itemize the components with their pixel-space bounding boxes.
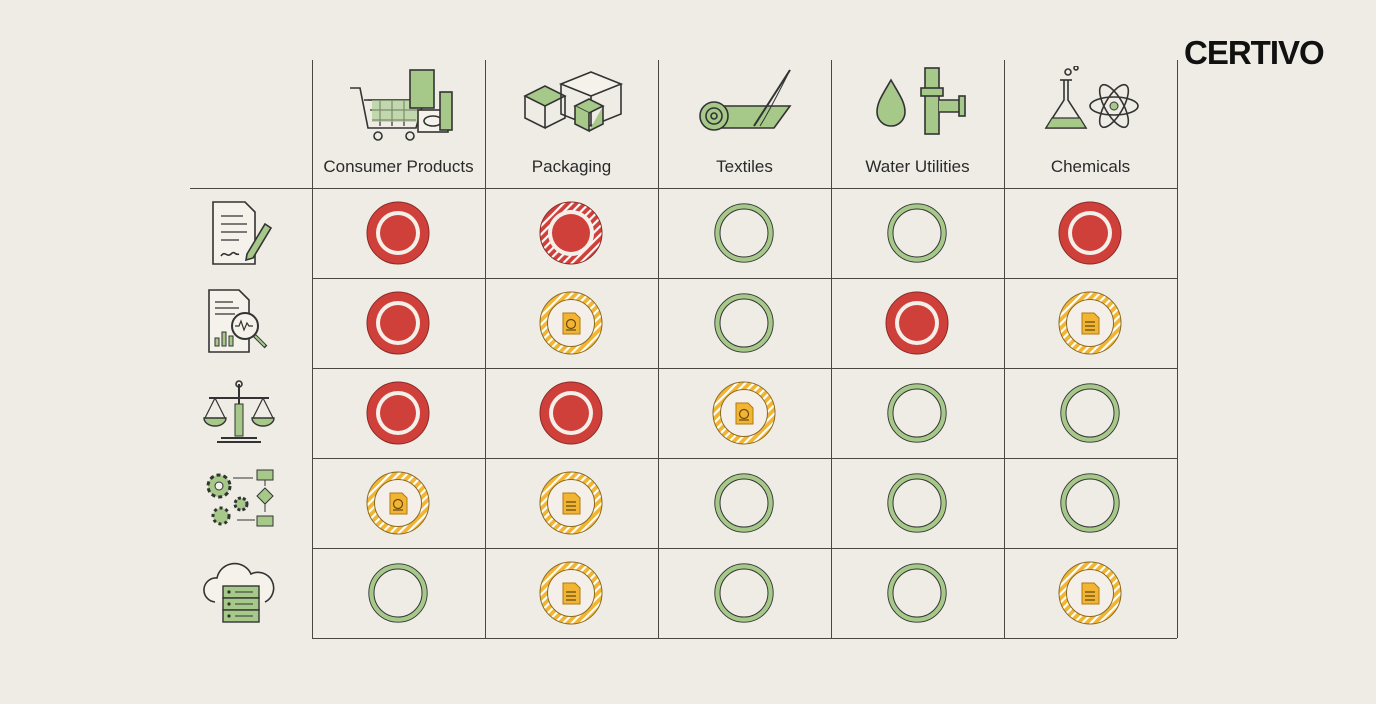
column-label: Consumer Products (323, 157, 474, 176)
shopping-cart-icon (350, 69, 453, 141)
matrix-cell (485, 458, 658, 548)
boxes-icon (523, 71, 624, 133)
status-orange-seal-icon (539, 291, 603, 355)
grid-row-divider (312, 368, 1177, 369)
status-green-icon (1060, 383, 1120, 443)
flask-atom-icon (1044, 66, 1139, 129)
row-header (190, 458, 312, 548)
gears-workflow-icon (206, 469, 274, 527)
column-label: Textiles (716, 157, 773, 176)
matrix-cell (485, 188, 658, 278)
grid-row-divider (312, 548, 1177, 549)
status-orange-doc-icon (539, 471, 603, 535)
column-header: Chemicals (1004, 60, 1177, 188)
status-green-icon (887, 203, 947, 263)
status-orange-doc-icon (1058, 561, 1122, 625)
cloud-server-icon (203, 562, 275, 623)
certivo-logo: CERTIVO (1184, 34, 1325, 71)
matrix-cell (658, 188, 831, 278)
matrix-cell (312, 368, 485, 458)
fabric-roll-needle-icon (699, 69, 792, 131)
matrix-cell (485, 368, 658, 458)
column-label: Packaging (531, 157, 612, 176)
row-header (190, 278, 312, 368)
grid-row-divider (312, 458, 1177, 459)
column-header: Water Utilities (831, 60, 1004, 188)
matrix-cell (658, 368, 831, 458)
matrix-cell (312, 458, 485, 548)
status-green-icon (714, 203, 774, 263)
matrix-cell (1004, 548, 1177, 638)
grid-column-divider (658, 60, 659, 638)
grid-column-divider (1177, 60, 1178, 638)
column-header: Textiles (658, 60, 831, 188)
matrix-cell (658, 458, 831, 548)
matrix-cell (485, 548, 658, 638)
scales-icon (203, 380, 275, 443)
status-green-icon (368, 563, 428, 623)
status-red-icon (539, 381, 603, 445)
column-header: Packaging (485, 60, 658, 188)
status-green-icon (714, 473, 774, 533)
status-green-icon (887, 563, 947, 623)
status-red-icon (1058, 201, 1122, 265)
status-green-icon (887, 473, 947, 533)
status-green-icon (714, 293, 774, 353)
matrix-cell (312, 548, 485, 638)
column-label: Chemicals (1050, 157, 1131, 176)
matrix-cell (831, 368, 1004, 458)
status-green-icon (887, 383, 947, 443)
status-red-icon (885, 291, 949, 355)
status-red-icon (366, 201, 430, 265)
matrix-cell (658, 548, 831, 638)
status-red-icon (366, 381, 430, 445)
matrix-cell (485, 278, 658, 368)
column-header: Consumer Products (312, 60, 485, 188)
matrix-cell (831, 188, 1004, 278)
report-analysis-icon (208, 289, 268, 353)
row-header (190, 548, 312, 638)
status-red-icon (366, 291, 430, 355)
column-label: Water Utilities (865, 157, 970, 176)
matrix-cell (831, 278, 1004, 368)
row-header (190, 188, 312, 278)
matrix-cell (658, 278, 831, 368)
grid-row-divider (312, 638, 1177, 639)
grid-column-divider (831, 60, 832, 638)
status-orange-doc-icon (1058, 291, 1122, 355)
matrix-cell (1004, 278, 1177, 368)
matrix-cell (831, 548, 1004, 638)
status-orange-seal-icon (366, 471, 430, 535)
water-drop-pipe-icon (876, 67, 966, 135)
matrix-cell (312, 188, 485, 278)
grid-row-divider (312, 278, 1177, 279)
matrix-cell (1004, 188, 1177, 278)
status-orange-seal-icon (712, 381, 776, 445)
grid-row-divider (190, 188, 1177, 189)
grid-column-divider (485, 60, 486, 638)
matrix-cell (831, 458, 1004, 548)
status-green-icon (714, 563, 774, 623)
matrix-cell (1004, 368, 1177, 458)
status-red-striped-icon (539, 201, 603, 265)
matrix-cell (1004, 458, 1177, 548)
row-header (190, 368, 312, 458)
grid-column-divider (312, 60, 313, 638)
matrix-cell (312, 278, 485, 368)
grid-column-divider (1004, 60, 1005, 638)
status-green-icon (1060, 473, 1120, 533)
status-orange-doc-icon (539, 561, 603, 625)
document-sign-icon (212, 201, 273, 265)
